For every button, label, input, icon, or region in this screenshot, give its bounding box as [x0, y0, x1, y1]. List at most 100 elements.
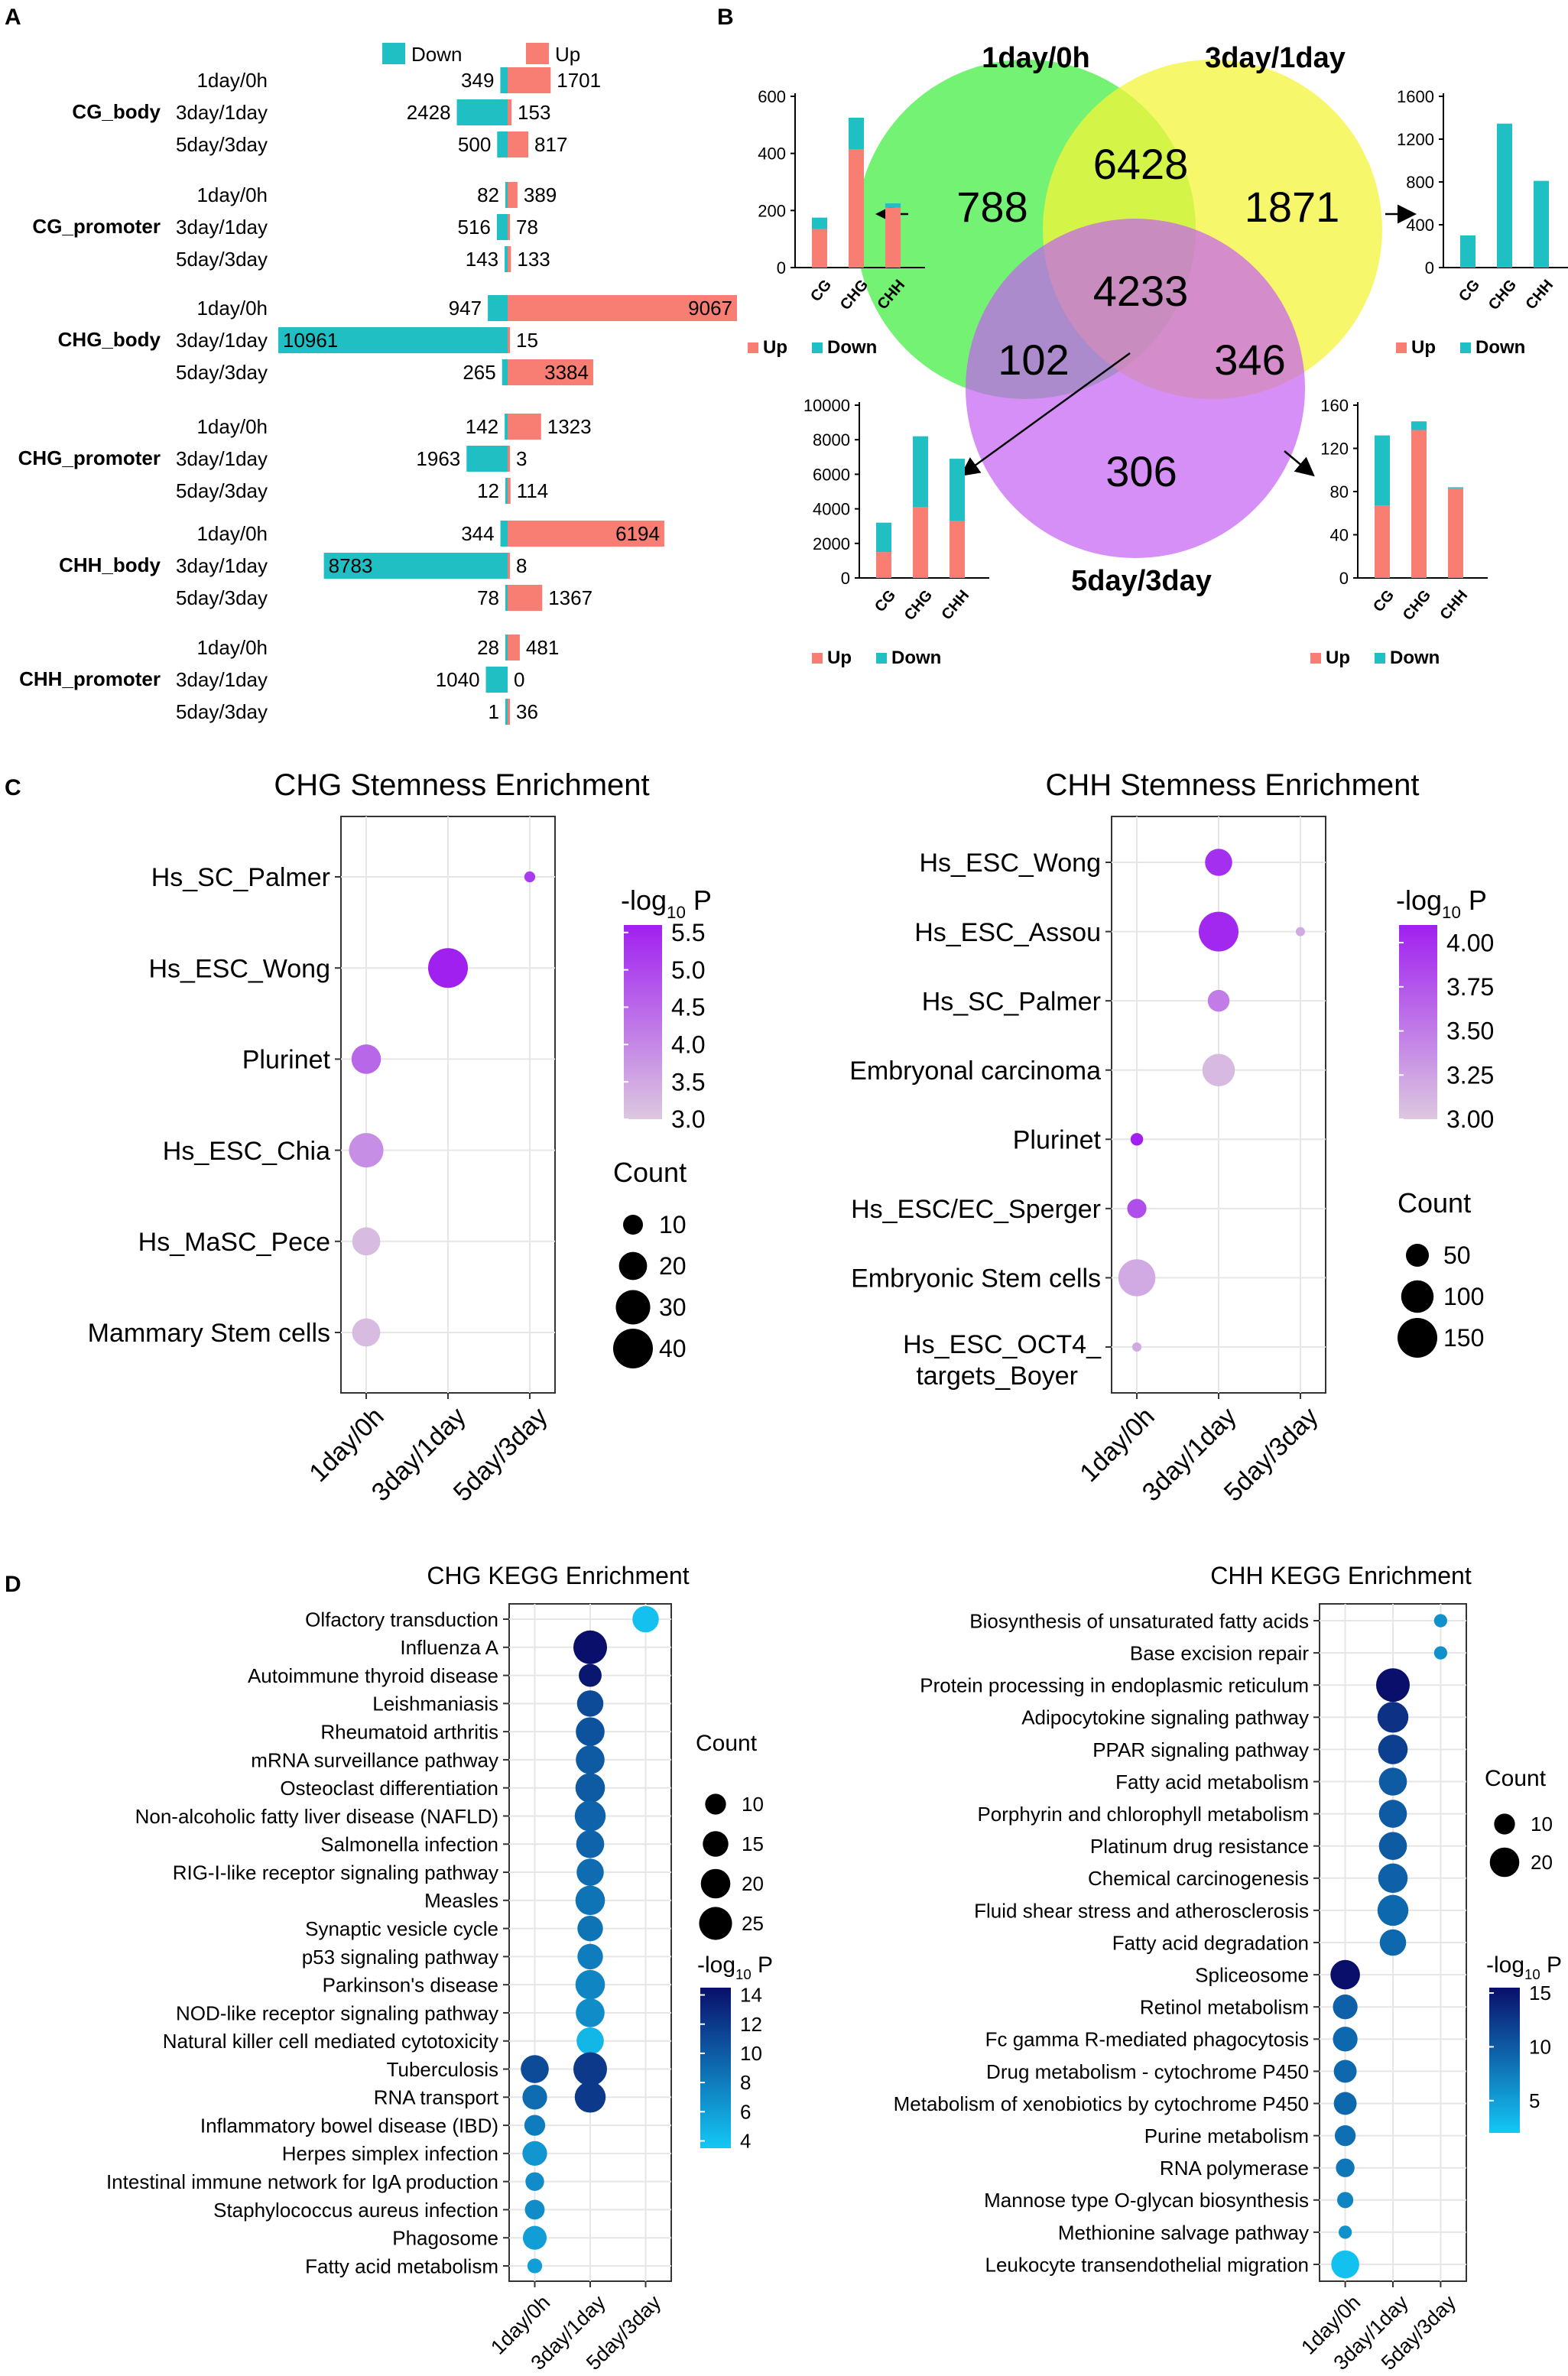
color-legend-title: -log10 P	[621, 885, 712, 922]
dot-phagosome-1day-0h	[522, 2225, 547, 2250]
bar-down	[456, 99, 508, 125]
inset-bar-down	[876, 522, 891, 553]
dot-mannose-type-o-glycan-biosynthesis-1day-0h	[1337, 2192, 1354, 2209]
y-tick-label: Hs_ESC/EC_Sperger	[851, 1195, 1101, 1224]
color-legend-title-tail: P	[686, 885, 712, 916]
bar-up-value: 9067	[688, 297, 732, 320]
dot-fluid-shear-stress-and-atherosclerosis-3day-1day	[1377, 1894, 1409, 1926]
bar-down-value: 2428	[407, 101, 451, 124]
dot-base-excision-repair-5day-3day	[1433, 1646, 1448, 1660]
y-tick-label: Retinol metabolism	[1140, 1996, 1309, 2019]
dot-hs-esc-assou-5day-3day	[1295, 927, 1305, 936]
bar-down-value: 349	[461, 69, 494, 92]
size-legend-title: Count	[613, 1157, 687, 1188]
size-legend-label: 10	[1531, 1813, 1553, 1836]
bar-down-value: 516	[457, 216, 490, 239]
group-label-chg-body: CHG_body	[58, 328, 161, 351]
color-legend-title-tail: P	[752, 1952, 773, 1978]
size-legend-dot	[1489, 1847, 1520, 1878]
row-label: 1day/0h	[196, 522, 268, 545]
colorbar-tick-label: 5	[1529, 2089, 1540, 2112]
size-legend-title: Count	[1485, 1766, 1547, 1791]
y-tick-label: Measles	[424, 1889, 498, 1912]
dot-measles-3day-1day	[575, 1885, 605, 1916]
legend-swatch-down	[382, 43, 405, 64]
bar-down	[278, 327, 508, 353]
y-tick-label: RNA polymerase	[1160, 2157, 1309, 2180]
bar-up-value: 481	[526, 636, 559, 659]
bar-up	[508, 182, 518, 208]
dot-retinol-metabolism-1day-0h	[1333, 1995, 1358, 2020]
colorbar-tick-label: 3.25	[1446, 1061, 1494, 1089]
bar-down	[323, 553, 508, 579]
dot-rig-i-like-receptor-signaling-pathway-3day-1day	[576, 1858, 604, 1886]
dot-inflammatory-bowel-disease-ibd-1day-0h	[524, 2115, 546, 2136]
y-tick-label: Osteoclast differentiation	[280, 1777, 498, 1800]
dot-fc-gamma-r-mediated-phagocytosis-1day-0h	[1333, 2027, 1358, 2052]
inset-legend-swatch-down	[1460, 342, 1471, 353]
dot-biosynthesis-of-unsaturated-fatty-acids-5day-3day	[1433, 1614, 1448, 1628]
venn-region-788: 788	[956, 183, 1027, 231]
panel-b-venn: 1day/0h 3day/1day 5day/3day 788 1871 306…	[856, 42, 1417, 597]
inset-legend-up: Up	[763, 337, 787, 358]
inset-bar-down	[950, 459, 965, 521]
inset-category-label: CG	[807, 277, 835, 305]
inset-category-label: CG	[872, 587, 899, 615]
bar-down-value: 142	[466, 415, 498, 438]
inset-bar-down	[1534, 180, 1549, 268]
inset-legend-swatch-down	[812, 342, 823, 353]
size-legend-label: 10	[659, 1211, 687, 1238]
dot-hs-esc-chia-1day-0h	[349, 1133, 384, 1168]
row-label: 3day/1day	[176, 216, 268, 239]
y-tick-label: Herpes simplex infection	[282, 2142, 498, 2165]
y-tick-label: Salmonella infection	[320, 1833, 498, 1856]
inset-category-label: CHH	[1437, 587, 1472, 623]
color-legend-title-main: -log	[1486, 1952, 1524, 1978]
venn-region-346: 346	[1214, 336, 1285, 384]
dot-osteoclast-differentiation-3day-1day	[575, 1773, 605, 1803]
inset-y-tick-label: 1200	[1397, 130, 1434, 149]
panel-d-chg-kegg: CHG KEGG Enrichment Olfactory transductio…	[106, 1562, 773, 2374]
y-tick-label: RNA transport	[374, 2086, 499, 2109]
y-tick-label: Leukocyte transendothelial migration	[985, 2253, 1309, 2276]
inset-legend-swatch-up	[1310, 653, 1321, 664]
dot-synaptic-vesicle-cycle-3day-1day	[577, 1915, 603, 1942]
bar-up	[508, 359, 593, 385]
size-legend-dot	[1494, 1813, 1515, 1835]
color-legend-title: -log10 P	[697, 1952, 773, 1982]
y-tick-label: Parkinson's disease	[323, 1974, 498, 1997]
arrow-to-inset-4233	[959, 352, 1131, 476]
colorbar	[1489, 1988, 1520, 2133]
bar-up-value: 389	[524, 183, 557, 206]
row-label: 3day/1day	[176, 101, 268, 124]
bar-down-value: 12	[477, 479, 499, 502]
colorbar	[624, 925, 662, 1119]
venn-region-102: 102	[998, 336, 1069, 384]
inset-legend-swatch-up	[812, 653, 823, 664]
legend-swatch-up	[526, 43, 549, 64]
y-tick-label: Inflammatory bowel disease (IBD)	[200, 2114, 498, 2137]
y-tick-label: p53 signaling pathway	[302, 1946, 498, 1969]
inset-y-tick-label: 40	[1330, 526, 1349, 545]
inset-category-label: CG	[1456, 277, 1483, 305]
dot-parkinson-s-disease-3day-1day	[575, 1969, 605, 2000]
bar-down	[500, 67, 508, 93]
y-tick-label: targets_Boyer	[916, 1362, 1078, 1391]
y-tick-label: Tuberculosis	[387, 2058, 498, 2081]
bar-down	[500, 521, 508, 547]
size-legend-dot	[699, 1907, 732, 1940]
size-legend-title: Count	[1398, 1187, 1471, 1219]
bar-up	[508, 99, 512, 125]
inset-y-tick-label: 800	[1406, 173, 1434, 192]
dot-metabolism-of-xenobiotics-by-cytochrome-p450-1day-0h	[1333, 2092, 1357, 2115]
inset-bar-down	[885, 203, 901, 208]
inset-category-label: CHH	[939, 587, 973, 623]
colorbar-tick-label: 8	[740, 2071, 751, 2094]
dot-salmonella-infection-3day-1day	[576, 1829, 605, 1858]
y-tick-label: Mammary Stem cells	[88, 1319, 330, 1348]
size-legend-label: 20	[742, 1872, 764, 1895]
venn-region-1871: 1871	[1245, 183, 1340, 231]
y-tick-label: Rheumatoid arthritis	[320, 1720, 498, 1743]
inset-y-tick-label: 0	[1425, 258, 1434, 278]
